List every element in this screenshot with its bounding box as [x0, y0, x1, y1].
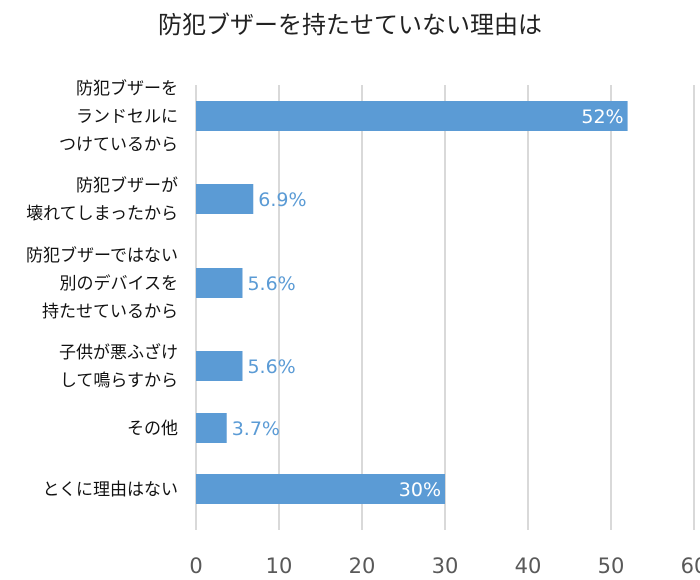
bar: [196, 474, 445, 504]
data-label: 30%: [399, 479, 441, 501]
x-tick-label: 10: [266, 554, 293, 578]
category-label-line: 壊れてしまったから: [26, 204, 178, 224]
bar: [196, 351, 243, 381]
data-label: 3.7%: [232, 418, 280, 440]
data-label: 52%: [581, 106, 623, 128]
category-label: 防犯ブザーが壊れてしまったから: [26, 175, 178, 224]
category-label-line: ランドセルに: [76, 107, 178, 127]
x-tick-label: 0: [189, 554, 202, 578]
category-label-line: つけているから: [59, 135, 178, 155]
data-label: 5.6%: [247, 356, 295, 378]
category-label: その他: [127, 419, 178, 439]
chart-title: 防犯ブザーを持たせていない理由は: [158, 11, 542, 39]
category-label-line: とくに理由はない: [43, 480, 179, 500]
x-tick-label: 50: [598, 554, 625, 578]
category-label-line: その他: [127, 419, 178, 439]
category-label: 子供が悪ふざけして鳴らすから: [59, 342, 178, 391]
category-label-line: 子供が悪ふざけ: [59, 342, 178, 363]
x-tick-label: 60: [681, 554, 700, 578]
x-tick-label: 40: [515, 554, 542, 578]
bar: [196, 413, 227, 443]
category-label-line: 防犯ブザーを: [76, 78, 178, 99]
data-label-layer: 52% 6.9% 5.6% 5.6% 3.7% 30%: [232, 106, 624, 501]
data-label: 5.6%: [247, 273, 295, 295]
bar-layer: [196, 101, 628, 504]
category-label-line: 防犯ブザーではない: [26, 245, 178, 266]
category-label-line: して鳴らすから: [60, 371, 178, 391]
x-tick-label: 20: [349, 554, 376, 578]
category-label-line: 別のデバイスを: [60, 273, 179, 294]
bar: [196, 184, 254, 214]
bar: [196, 268, 243, 298]
category-label: とくに理由はない: [43, 480, 179, 500]
grid-layer: [195, 85, 695, 530]
bar: [196, 101, 628, 131]
x-tick-label: 30: [432, 554, 459, 578]
category-label-line: 持たせているから: [42, 302, 178, 322]
data-label: 6.9%: [258, 189, 306, 211]
tick-label-layer: 0 10 20 30 40 50 60: [189, 554, 700, 578]
category-label-layer: 防犯ブザーをランドセルにつけているから防犯ブザーが壊れてしまったから防犯ブザーで…: [26, 78, 178, 500]
category-label-line: 防犯ブザーが: [76, 175, 178, 196]
category-label: 防犯ブザーではない別のデバイスを持たせているから: [26, 245, 178, 322]
category-label: 防犯ブザーをランドセルにつけているから: [59, 78, 178, 155]
